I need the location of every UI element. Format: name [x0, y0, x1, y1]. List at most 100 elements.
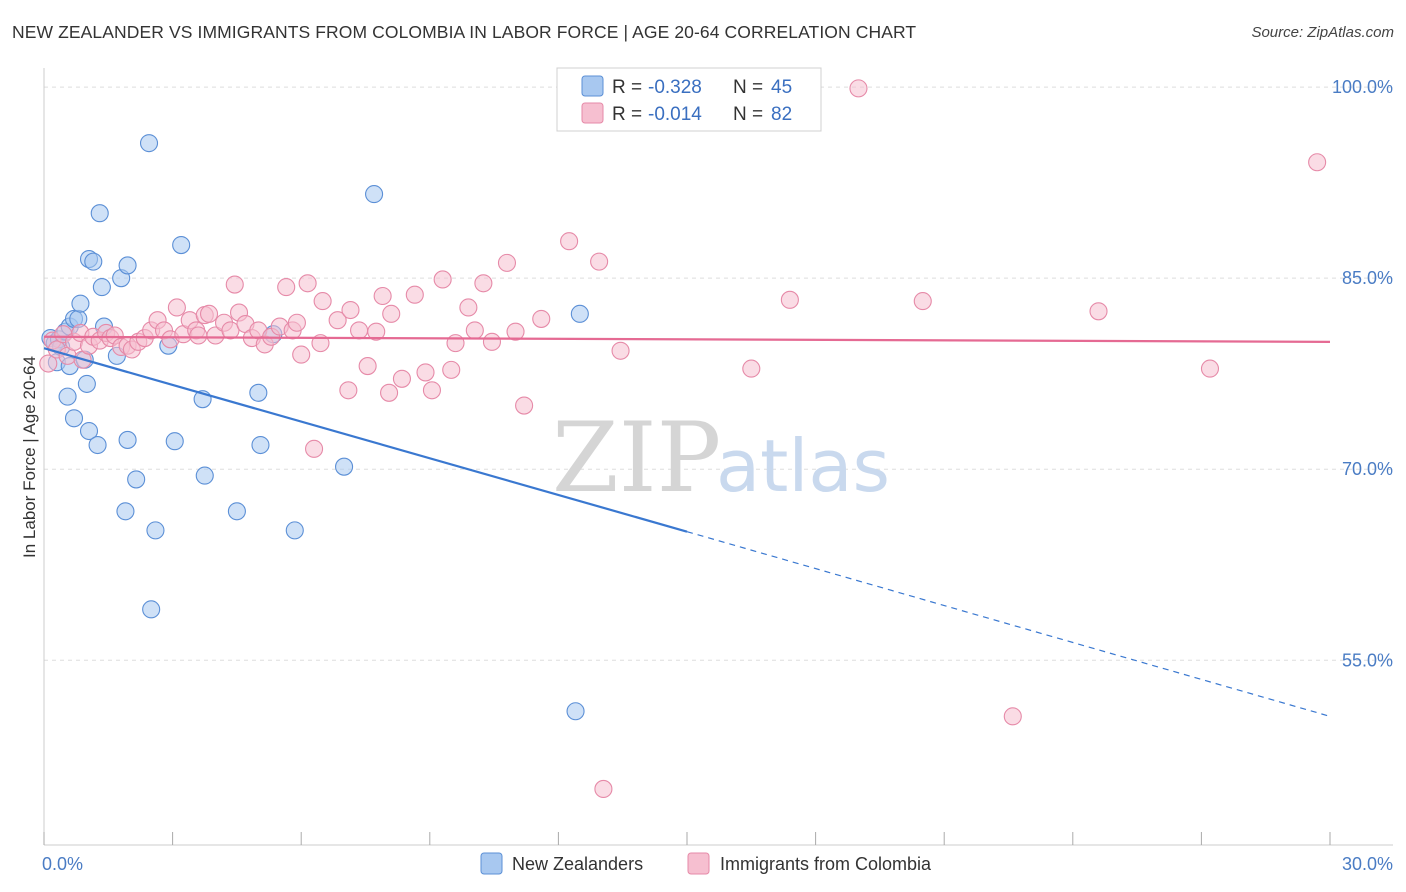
bottom-legend-swatch-blue	[480, 852, 503, 875]
series-new-zealanders	[41, 134, 589, 721]
data-point-immigrants-from-colombia	[199, 304, 219, 323]
x-tick-label: 30.0%	[1342, 854, 1393, 874]
data-point-immigrants-from-colombia	[442, 360, 461, 379]
series-legend: New Zealanders Immigrants from Colombia	[480, 852, 932, 875]
data-point-immigrants-from-colombia	[515, 396, 534, 415]
legend-n-value-1: 45	[771, 77, 792, 98]
data-point-immigrants-from-colombia	[742, 359, 761, 378]
data-point-immigrants-from-colombia	[465, 321, 484, 340]
data-point-immigrants-from-colombia	[392, 369, 411, 388]
data-point-new-zealanders	[127, 470, 146, 489]
data-point-immigrants-from-colombia	[382, 304, 401, 323]
trend-line-new-zealanders-extrapolated	[686, 531, 1331, 717]
data-point-new-zealanders	[566, 702, 585, 721]
data-point-immigrants-from-colombia	[292, 345, 311, 364]
bottom-legend-label-1: New Zealanders	[512, 854, 643, 874]
data-point-immigrants-from-colombia	[594, 779, 613, 799]
legend-r-value-2: -0.014	[648, 104, 702, 125]
data-point-immigrants-from-colombia	[380, 383, 399, 402]
data-point-new-zealanders	[285, 521, 304, 540]
legend-r-label-2: R =	[612, 104, 642, 125]
data-point-immigrants-from-colombia	[474, 274, 493, 293]
data-point-new-zealanders	[165, 432, 184, 451]
watermark: ZIP atlas	[552, 402, 890, 514]
axes	[43, 68, 1393, 846]
data-point-immigrants-from-colombia	[459, 298, 478, 317]
chart-title: NEW ZEALANDER VS IMMIGRANTS FROM COLOMBI…	[12, 22, 917, 42]
data-point-new-zealanders	[71, 294, 90, 313]
data-point-new-zealanders	[58, 387, 77, 406]
legend-n-label-2: N =	[733, 104, 763, 125]
y-tick-label: 100.0%	[1332, 77, 1393, 97]
data-point-immigrants-from-colombia	[358, 357, 377, 376]
y-tick-labels: 100.0% 85.0% 70.0% 55.0%	[1332, 77, 1393, 670]
data-point-immigrants-from-colombia	[913, 292, 932, 311]
data-point-new-zealanders	[142, 600, 161, 619]
data-point-new-zealanders	[227, 502, 246, 521]
data-point-immigrants-from-colombia	[590, 252, 609, 271]
data-point-new-zealanders	[365, 185, 384, 204]
data-point-immigrants-from-colombia	[39, 354, 58, 373]
data-point-new-zealanders	[118, 430, 137, 449]
data-point-new-zealanders	[92, 278, 111, 297]
data-point-immigrants-from-colombia	[167, 298, 186, 317]
data-point-immigrants-from-colombia	[497, 253, 517, 272]
y-axis-label: In Labor Force | Age 20-64	[20, 356, 39, 558]
y-tick-label: 85.0%	[1342, 268, 1393, 288]
legend-swatch-pink	[581, 102, 604, 124]
data-point-immigrants-from-colombia	[367, 322, 386, 341]
data-point-immigrants-from-colombia	[225, 275, 244, 294]
watermark-zip: ZIP	[552, 402, 721, 514]
y-tick-label: 55.0%	[1342, 650, 1393, 670]
data-point-immigrants-from-colombia	[373, 286, 392, 306]
data-point-immigrants-from-colombia	[422, 381, 441, 400]
legend-n-label-1: N =	[733, 77, 763, 98]
data-point-immigrants-from-colombia	[849, 79, 868, 98]
data-point-new-zealanders	[195, 466, 214, 485]
data-point-immigrants-from-colombia	[339, 381, 358, 400]
data-point-immigrants-from-colombia	[532, 309, 551, 328]
data-point-immigrants-from-colombia	[611, 341, 630, 360]
data-point-new-zealanders	[79, 421, 99, 441]
data-point-immigrants-from-colombia	[506, 322, 525, 341]
source-label: Source: ZipAtlas.com	[1251, 24, 1394, 41]
data-point-immigrants-from-colombia	[350, 321, 369, 340]
data-point-immigrants-from-colombia	[189, 326, 208, 345]
x-tick-label: 0.0%	[42, 854, 83, 874]
data-point-new-zealanders	[146, 521, 165, 540]
data-point-new-zealanders	[64, 409, 84, 428]
data-point-immigrants-from-colombia	[482, 332, 502, 351]
data-point-immigrants-from-colombia	[313, 292, 332, 311]
legend-r-label-1: R =	[612, 77, 642, 98]
watermark-atlas: atlas	[716, 424, 890, 508]
legend-n-value-2: 82	[771, 104, 792, 125]
data-point-new-zealanders	[90, 204, 109, 223]
data-point-new-zealanders	[335, 457, 354, 476]
correlation-legend: R = -0.328 N = 45 R = -0.014 N = 82	[556, 67, 822, 132]
data-point-immigrants-from-colombia	[328, 311, 347, 330]
data-point-immigrants-from-colombia	[416, 363, 435, 382]
y-tick-label: 70.0%	[1342, 459, 1393, 479]
data-point-new-zealanders	[77, 374, 96, 393]
series-immigrants-from-colombia	[39, 79, 1327, 799]
data-point-immigrants-from-colombia	[433, 270, 452, 289]
data-point-immigrants-from-colombia	[1003, 707, 1022, 726]
data-point-immigrants-from-colombia	[1089, 302, 1108, 321]
data-point-new-zealanders	[84, 252, 103, 271]
legend-r-value-1: -0.328	[648, 77, 702, 98]
legend-swatch-blue	[581, 75, 604, 97]
data-point-new-zealanders	[88, 435, 107, 455]
bottom-legend-label-2: Immigrants from Colombia	[720, 854, 932, 874]
trend-lines	[43, 335, 1331, 717]
data-point-new-zealanders	[249, 383, 268, 402]
data-point-immigrants-from-colombia	[780, 290, 799, 309]
data-point-immigrants-from-colombia	[1200, 359, 1220, 378]
trend-line-immigrants-from-colombia	[43, 335, 1331, 343]
data-point-new-zealanders	[116, 502, 135, 521]
data-point-immigrants-from-colombia	[446, 334, 465, 353]
grid-lines	[44, 86, 1393, 661]
data-point-immigrants-from-colombia	[1308, 153, 1327, 172]
data-point-immigrants-from-colombia	[405, 285, 424, 304]
data-point-immigrants-from-colombia	[287, 313, 306, 332]
